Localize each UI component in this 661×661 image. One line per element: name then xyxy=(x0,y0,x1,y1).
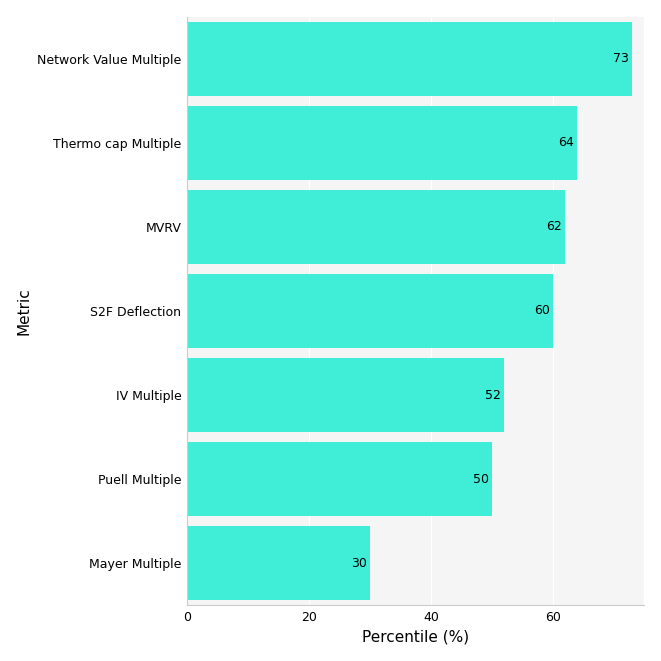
Y-axis label: Metric: Metric xyxy=(17,287,32,335)
Bar xyxy=(187,22,632,96)
Text: 52: 52 xyxy=(485,389,501,401)
Bar xyxy=(187,190,565,264)
Bar xyxy=(187,526,370,600)
Bar xyxy=(187,442,492,516)
Text: 73: 73 xyxy=(613,52,629,65)
Text: 30: 30 xyxy=(351,557,367,570)
Bar xyxy=(187,274,553,348)
Text: 62: 62 xyxy=(546,220,562,233)
Bar xyxy=(187,358,504,432)
Text: 60: 60 xyxy=(534,305,550,317)
X-axis label: Percentile (%): Percentile (%) xyxy=(362,629,469,644)
Text: 64: 64 xyxy=(559,136,574,149)
Bar xyxy=(187,106,577,180)
Text: 50: 50 xyxy=(473,473,489,486)
